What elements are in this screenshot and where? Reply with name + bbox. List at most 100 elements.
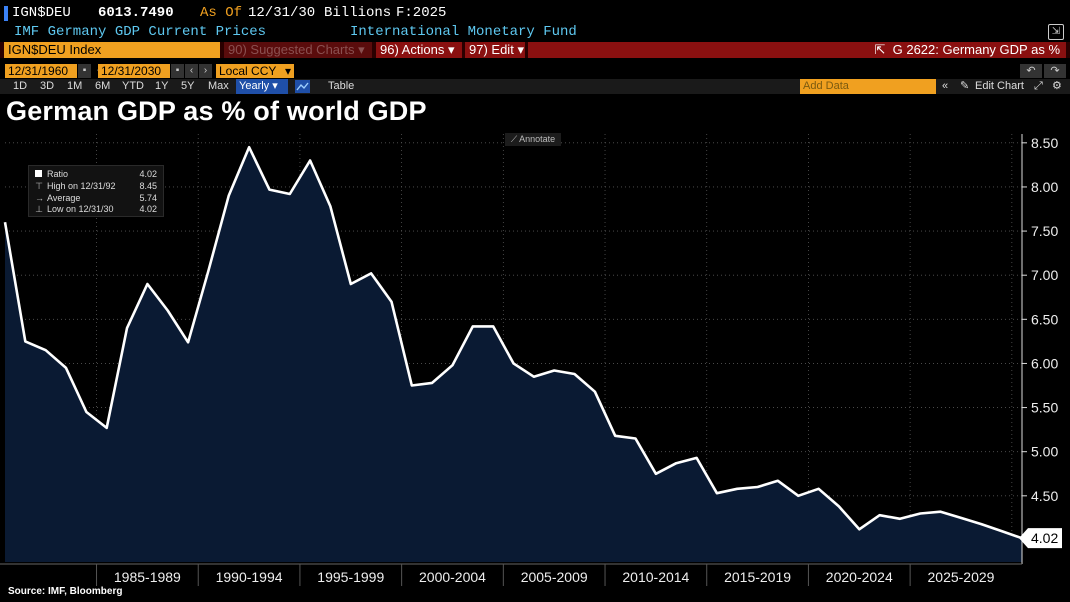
edit-button[interactable]: 97) Edit ▾ [465, 42, 525, 58]
security-marker [4, 6, 8, 21]
units-label: Billions [324, 5, 392, 21]
y-tick-label: 7.00 [1031, 267, 1058, 283]
edit-label: 97) Edit [469, 42, 514, 57]
period-row: 1D 3D 1M 6M YTD 1Y 5Y Max Yearly ▾ Table… [0, 79, 1070, 94]
calendar-icon[interactable]: ▪ [171, 64, 184, 78]
x-tick-label: 2020-2024 [826, 569, 893, 585]
legend-high-row: ⊤ High on 12/31/92 8.45 [33, 180, 159, 192]
y-tick-label: 4.50 [1031, 488, 1058, 504]
security-input[interactable]: IGN$DEU Index [4, 42, 220, 58]
currency-label: Local CCY [219, 64, 277, 78]
popout-icon[interactable]: ⇲ [1048, 24, 1064, 40]
gear-icon[interactable]: ⚙ [1052, 80, 1062, 92]
low-marker-icon: ⊥ [35, 204, 43, 214]
average-marker-icon: → [35, 193, 44, 203]
legend-high-value: 8.45 [139, 181, 157, 191]
frequency-label: Yearly [239, 80, 270, 92]
high-marker-icon: ⊤ [35, 181, 43, 191]
currency-select[interactable]: Local CCY ▾ [216, 64, 294, 78]
y-tick-label: 6.00 [1031, 355, 1058, 371]
x-axis: 1985-1989 1990-1994 1995-1999 2000-2004 2005… [0, 563, 1070, 586]
period-1m[interactable]: 1M [67, 80, 83, 92]
expand-icon[interactable]: ⤢ [1034, 80, 1043, 92]
period-1y[interactable]: 1Y [155, 80, 169, 92]
y-tick-label: 6.50 [1031, 311, 1058, 327]
series-area-fill [5, 147, 1022, 562]
chart-legend[interactable]: Ratio 4.02 ⊤ High on 12/31/92 8.45 → Ave… [28, 165, 164, 217]
suggested-charts-label: 90) Suggested Charts [228, 42, 355, 57]
ticker-symbol: IGN$DEU [12, 5, 71, 21]
date-range-row: 12/31/1960 ▪ - 12/31/2030 ▪ ‹ › Local CC… [0, 64, 1070, 79]
prev-period-button[interactable]: ‹ [185, 64, 198, 78]
period-1d[interactable]: 1D [13, 80, 28, 92]
x-tick-label: 1985-1989 [114, 569, 181, 585]
legend-low-label: Low on 12/31/30 [47, 204, 114, 214]
frequency-select[interactable]: Yearly ▾ [236, 79, 288, 94]
last-value-marker: 4.02 [1019, 528, 1062, 549]
line-chart-icon[interactable] [295, 80, 310, 93]
y-tick-label: 5.50 [1031, 400, 1058, 416]
chevron-down-icon: ▾ [284, 64, 291, 78]
chart-code-title: ⇱ G 2622: Germany GDP as % [528, 42, 1066, 58]
start-date-input[interactable]: 12/31/1960 [5, 64, 77, 78]
end-date-input[interactable]: 12/31/2030 [98, 64, 170, 78]
security-description: IMF Germany GDP Current Prices [14, 24, 267, 40]
series-line[interactable] [3, 145, 1023, 540]
as-of-date: 12/31/30 [248, 5, 316, 21]
x-tick-label: 2025-2029 [928, 569, 995, 585]
annotate-label: Annotate [519, 134, 556, 144]
last-value-tag [1019, 528, 1062, 549]
export-icon[interactable]: ⇱ [874, 42, 886, 57]
collapse-icon[interactable]: « [942, 80, 949, 92]
pencil-icon[interactable]: ✎ [960, 80, 970, 92]
x-tick-label: 2010-2014 [622, 569, 689, 585]
legend-ratio-value: 4.02 [139, 169, 157, 179]
add-data-input[interactable]: Add Data [800, 79, 936, 94]
forecast-label: F:2025 [396, 5, 447, 21]
legend-ratio-label: Ratio [47, 169, 69, 179]
x-tick-label: 2005-2009 [521, 569, 588, 585]
y-tick-label: 7.50 [1031, 223, 1058, 239]
annotate-button[interactable]: ⟋ Annotate [505, 133, 561, 146]
period-ytd[interactable]: YTD [122, 80, 144, 92]
edit-chart-button[interactable]: Edit Chart [975, 80, 1024, 92]
period-max[interactable]: Max [208, 80, 229, 92]
actions-button[interactable]: 96) Actions ▾ [376, 42, 462, 58]
annotate-icon: ⟋ [510, 134, 518, 144]
chevron-down-icon: ▾ [517, 42, 524, 57]
chevron-down-icon: ▾ [358, 42, 365, 57]
x-tick-label: 2000-2004 [419, 569, 486, 585]
description-line: IMF Germany GDP Current Prices Internati… [0, 23, 1070, 41]
chevron-down-icon: ▾ [272, 80, 278, 92]
legend-low-value: 4.02 [139, 204, 157, 214]
legend-average-row: → Average 5.74 [33, 192, 159, 204]
command-bar: IGN$DEU Index 90) Suggested Charts ▾ 96)… [0, 42, 1070, 58]
suggested-charts-button[interactable]: 90) Suggested Charts ▾ [224, 42, 372, 58]
period-3d[interactable]: 3D [40, 80, 55, 92]
y-axis: 4.50 5.00 5.50 6.00 6.50 7.00 7.50 8.00 8.50 [1021, 134, 1058, 564]
chevron-down-icon: ▾ [447, 42, 455, 57]
y-tick-label: 5.00 [1031, 444, 1058, 460]
source-name: International Monetary Fund [350, 24, 577, 40]
series-swatch [35, 170, 42, 177]
next-period-button[interactable]: › [199, 64, 212, 78]
undo-icon[interactable]: ↶ [1020, 64, 1042, 78]
actions-label: 96) Actions [380, 42, 445, 57]
legend-ratio-row: Ratio 4.02 [33, 168, 159, 180]
period-5y[interactable]: 5Y [181, 80, 195, 92]
line-chart-glyph [296, 82, 309, 91]
gdp-share-chart[interactable]: 4.50 5.00 5.50 6.00 6.50 7.00 7.50 8.00 8.50 198… [0, 130, 1070, 586]
legend-average-label: Average [47, 193, 81, 203]
ticker-line: IGN$DEU 6013.7490 As Of 12/31/30 Billion… [0, 4, 1070, 22]
source-note: Source: IMF, Bloomberg [8, 586, 123, 597]
period-6m[interactable]: 6M [95, 80, 111, 92]
table-button[interactable]: Table [328, 80, 355, 92]
last-value-label: 4.02 [1031, 530, 1058, 546]
legend-high-label: High on 12/31/92 [47, 181, 116, 191]
chart-title: German GDP as % of world GDP [6, 96, 427, 126]
calendar-icon[interactable]: ▪ [78, 64, 91, 78]
chart-code-label: G 2622: Germany GDP as % [892, 42, 1060, 57]
redo-icon[interactable]: ↷ [1044, 64, 1066, 78]
x-tick-label: 2015-2019 [724, 569, 791, 585]
legend-average-value: 5.74 [139, 193, 157, 203]
